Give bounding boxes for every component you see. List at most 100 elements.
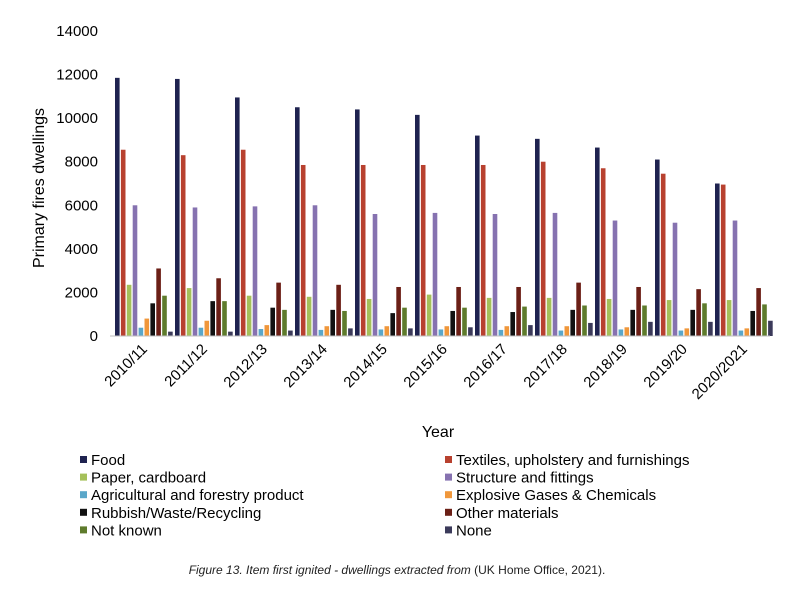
bar-group	[595, 147, 653, 336]
bar	[588, 322, 593, 336]
x-tick-label: 2019/20	[640, 341, 690, 391]
bar	[324, 326, 330, 336]
bar	[270, 307, 275, 336]
x-tick-label: 2018/19	[580, 341, 630, 391]
legend-swatch	[445, 526, 452, 534]
bar	[396, 286, 401, 336]
legend-label: Paper, cardboard	[91, 470, 206, 487]
bar	[156, 268, 161, 336]
bar	[636, 286, 641, 336]
bar	[438, 329, 444, 336]
bar	[516, 286, 521, 336]
bar	[348, 328, 353, 336]
legend-label: Not known	[91, 522, 162, 539]
bar	[720, 184, 726, 336]
x-axis: 2010/11 2011/12 2012/13 2013/14 2014/15 2015/…	[101, 335, 770, 403]
bar	[504, 326, 510, 336]
x-tick-label: 2017/18	[520, 341, 570, 391]
bar	[355, 109, 360, 336]
bar	[552, 212, 558, 336]
bar	[564, 326, 570, 336]
bar	[684, 328, 690, 336]
bar	[498, 329, 504, 336]
legend-item: Paper, cardboard	[80, 470, 206, 487]
bar	[198, 327, 204, 336]
bar-group	[415, 114, 473, 336]
bar	[510, 312, 515, 336]
bar-group	[175, 78, 233, 336]
bar	[535, 138, 540, 336]
y-tick-label: 4000	[65, 241, 98, 258]
legend-swatch	[445, 456, 452, 463]
bar	[432, 212, 438, 336]
bar	[456, 286, 461, 336]
legend-label: Explosive Gases & Chemicals	[456, 487, 656, 504]
bar	[486, 297, 492, 336]
x-tick-label: 2015/16	[400, 341, 450, 391]
legend-item: Rubbish/Waste/Recycling	[80, 505, 261, 522]
bar	[426, 294, 432, 336]
x-tick-label: 2020/2021	[689, 341, 751, 403]
bar	[660, 173, 666, 336]
legend-swatch	[80, 473, 87, 481]
bar	[522, 306, 527, 336]
bar	[162, 295, 167, 336]
y-axis-label: Primary fires dwellings	[31, 108, 48, 268]
bar	[702, 303, 707, 336]
bar	[595, 147, 600, 336]
bar	[150, 303, 155, 336]
bar	[672, 222, 678, 336]
bar	[264, 325, 270, 336]
bar	[732, 220, 738, 336]
bar	[336, 284, 341, 336]
bar	[288, 330, 293, 336]
figure-caption: Figure 13. Item first ignited - dwelling…	[0, 563, 794, 577]
legend-label: Food	[91, 452, 125, 469]
bar	[282, 309, 287, 336]
bar	[342, 310, 347, 336]
legend-label: Textiles, upholstery and furnishings	[456, 452, 689, 469]
legend-item: Textiles, upholstery and furnishings	[445, 452, 689, 469]
bar	[756, 288, 761, 336]
bar	[372, 214, 378, 336]
bar	[750, 310, 755, 336]
legend-swatch	[80, 526, 87, 534]
bar	[642, 305, 647, 336]
bar	[360, 164, 366, 336]
bar	[570, 309, 575, 336]
bar	[168, 331, 173, 336]
x-tick-label: 2011/12	[161, 341, 211, 391]
legend-item: Explosive Gases & Chemicals	[445, 487, 656, 504]
bar	[576, 282, 581, 336]
bar	[744, 328, 750, 336]
bar	[655, 159, 660, 336]
bar	[624, 327, 630, 336]
legend-item: Structure and fittings	[445, 470, 594, 487]
bar	[762, 304, 767, 336]
bar	[210, 301, 215, 336]
bar-group	[715, 183, 773, 336]
bar	[618, 329, 624, 336]
bar	[528, 325, 533, 336]
bar	[378, 329, 384, 336]
y-tick-label: 10000	[56, 110, 98, 127]
bar	[690, 309, 695, 336]
legend-swatch	[80, 508, 87, 516]
legend-label: None	[456, 522, 492, 539]
bar	[666, 300, 672, 336]
bar	[768, 320, 773, 336]
legend-swatch	[80, 456, 87, 463]
bar	[444, 326, 450, 336]
bar	[450, 310, 455, 336]
x-axis-label: Year	[422, 424, 455, 441]
x-tick-label: 2014/15	[340, 341, 390, 391]
bar	[312, 205, 318, 336]
bar	[462, 307, 467, 336]
x-tick-label: 2013/14	[280, 341, 330, 391]
bar	[126, 284, 132, 336]
y-tick-label: 14000	[56, 23, 98, 40]
bar-group	[475, 135, 533, 336]
bar	[558, 330, 564, 336]
bar	[390, 313, 395, 336]
